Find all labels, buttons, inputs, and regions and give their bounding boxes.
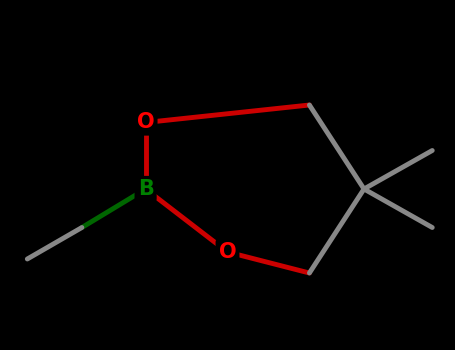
Text: O: O xyxy=(219,242,236,262)
Text: O: O xyxy=(137,112,154,133)
Text: B: B xyxy=(138,179,153,199)
